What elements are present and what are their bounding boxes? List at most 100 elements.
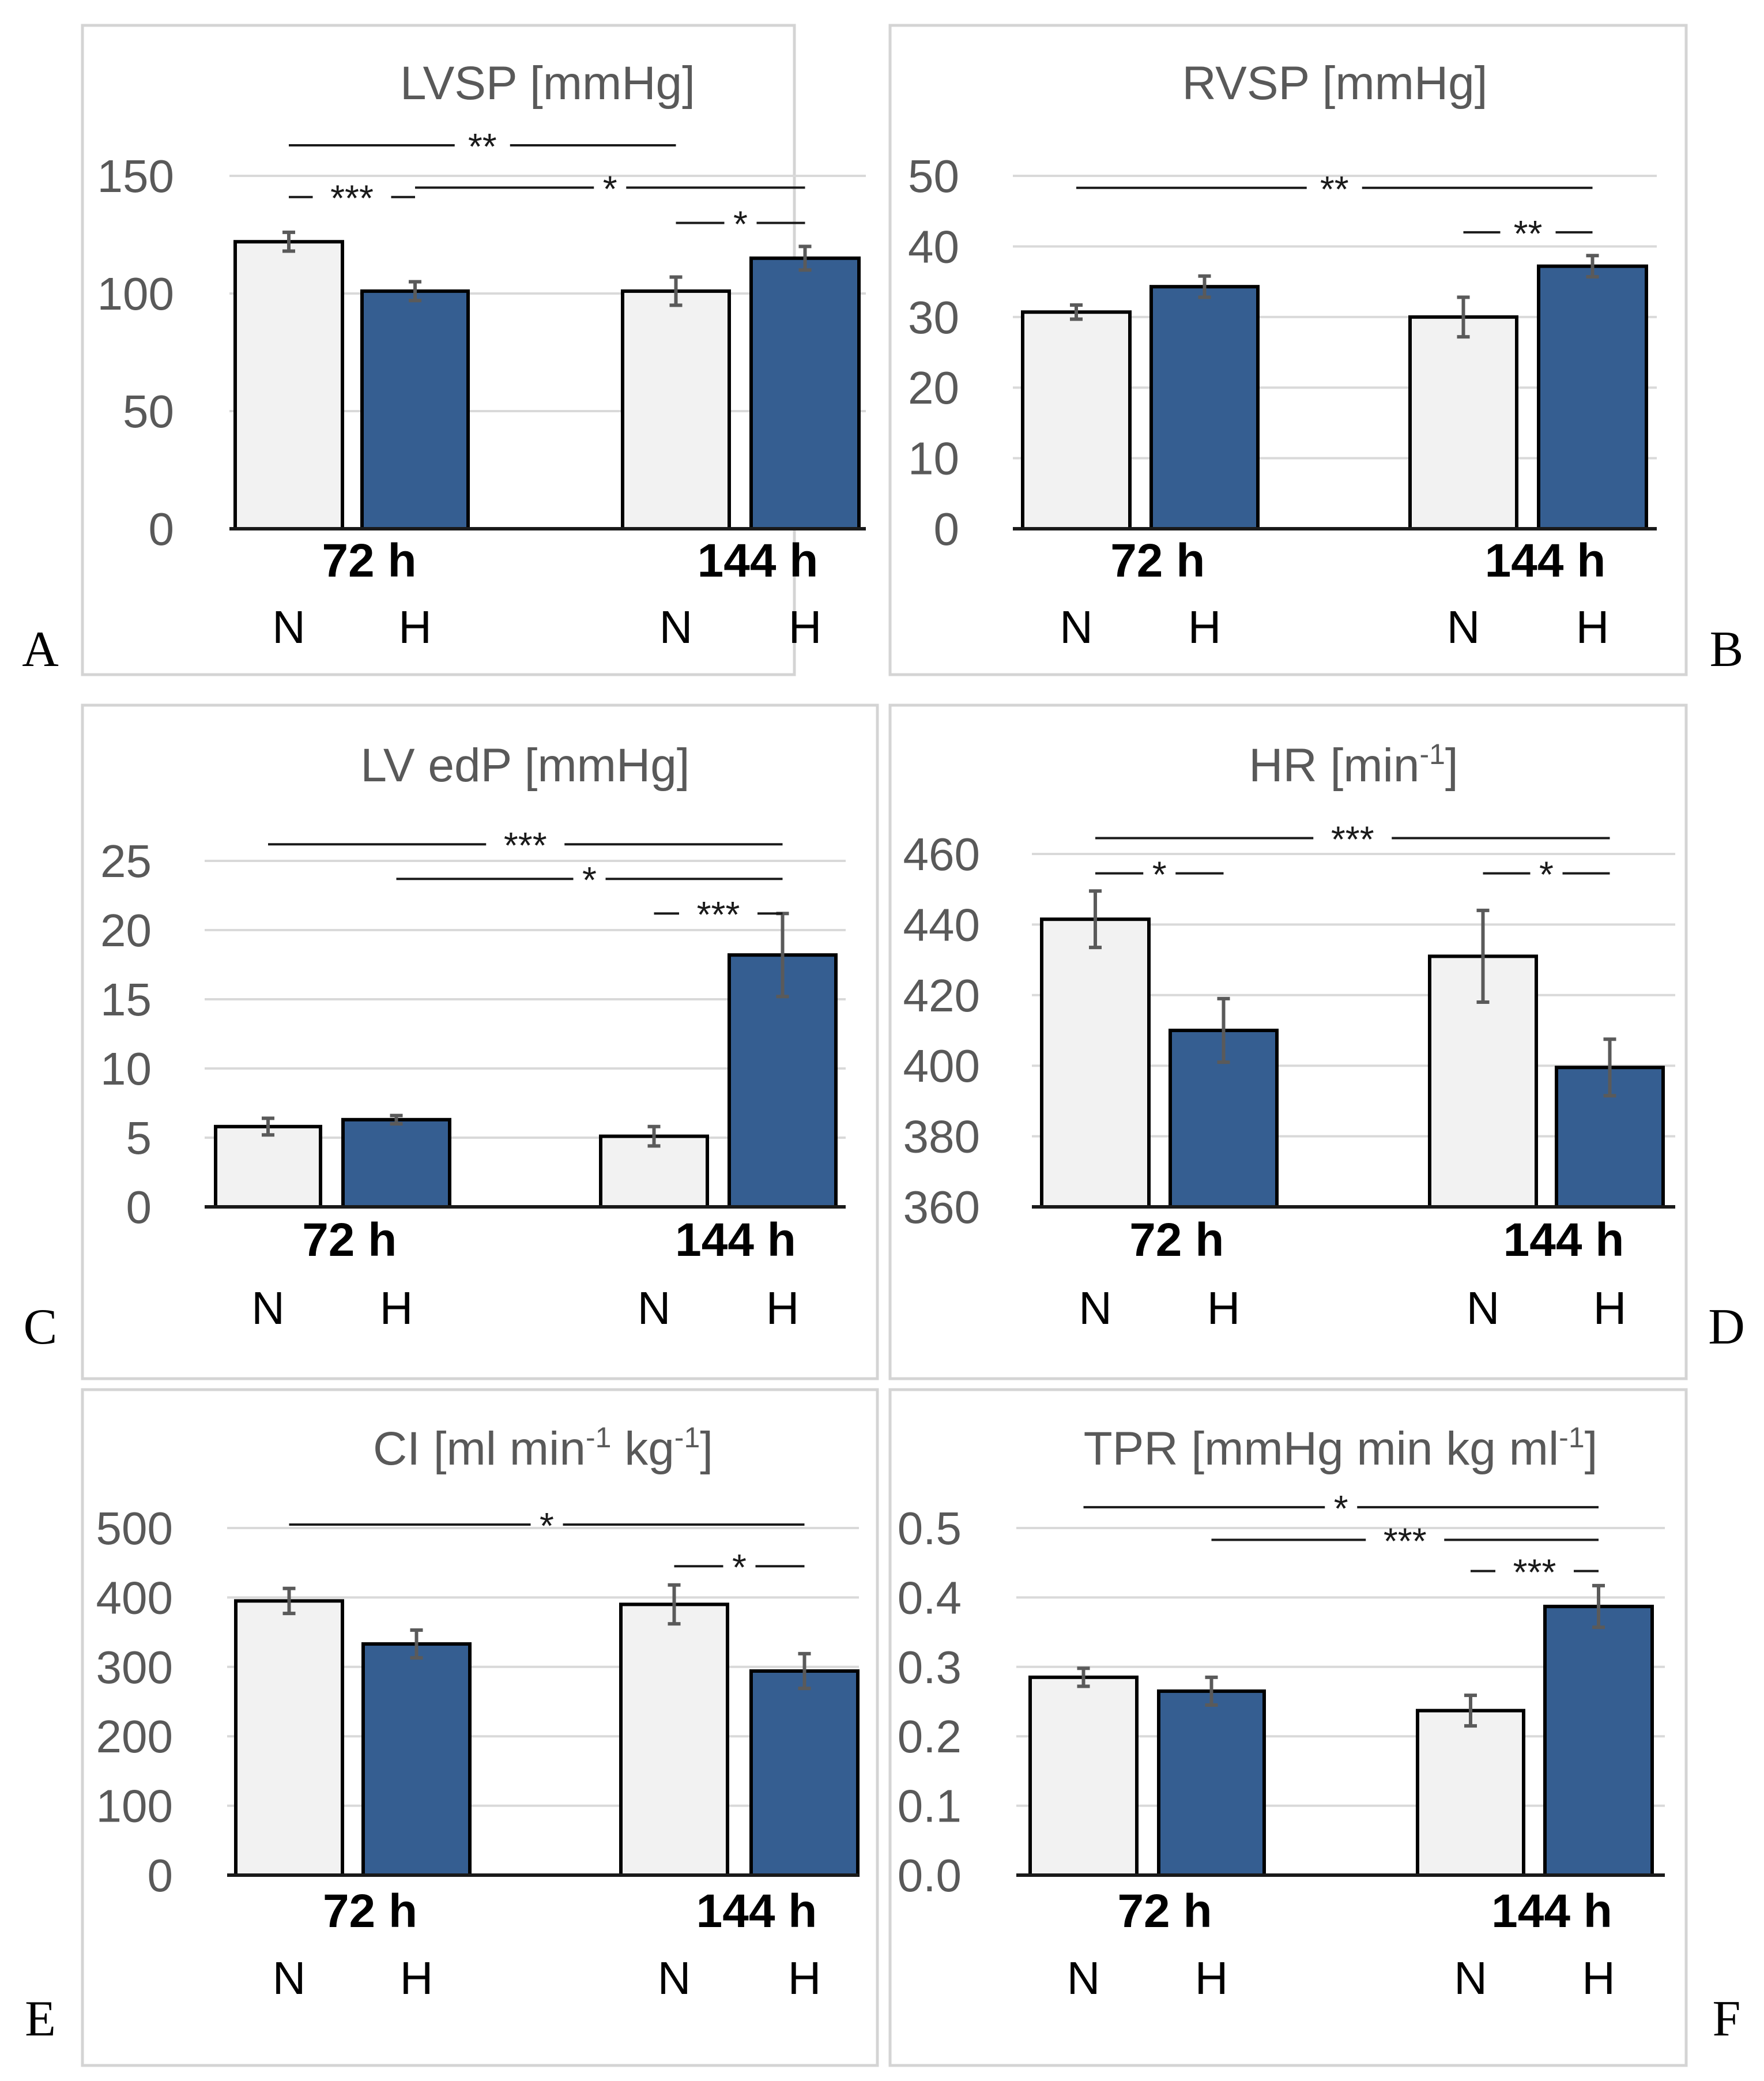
significance-label: *** xyxy=(504,825,547,866)
y-tick-label: 0.4 xyxy=(898,1572,962,1623)
bar-72h-N xyxy=(1028,1675,1139,1877)
bar-72h-H xyxy=(1149,285,1260,530)
chart-panel-e: CI [ml min-1 kg-1] 0 100 200 300 400 500 * * 72 h… xyxy=(25,1388,879,2067)
y-tick-label: 50 xyxy=(123,386,174,437)
y-tick-label: 0.5 xyxy=(898,1503,962,1554)
y-tick-label: 50 xyxy=(908,150,959,202)
bar-144h-H xyxy=(749,1669,860,1877)
group-label: 72 h xyxy=(1110,535,1205,587)
chart-title: LV edP [mmHg] xyxy=(360,739,689,792)
bar-72h-N xyxy=(234,1599,344,1877)
condition-label: H xyxy=(1576,601,1610,653)
y-tick-label: 420 xyxy=(903,970,980,1021)
bar-144h-N xyxy=(599,1134,709,1209)
y-tick-label: 100 xyxy=(97,268,174,319)
condition-label: H xyxy=(789,601,822,653)
condition-label: H xyxy=(1207,1282,1241,1334)
condition-label: H xyxy=(398,601,432,653)
bar-144h-N xyxy=(1408,315,1518,530)
y-tick-label: 360 xyxy=(903,1181,980,1233)
significance-label: ** xyxy=(1514,213,1543,254)
y-tick-label: 460 xyxy=(903,829,980,880)
panel-letter: C xyxy=(24,1299,58,1355)
y-tick-label: 10 xyxy=(100,1043,152,1094)
bar-72h-N xyxy=(1021,310,1132,530)
condition-label: H xyxy=(400,1952,434,2004)
bar-144h-H xyxy=(1543,1605,1654,1877)
bar-72h-N xyxy=(1040,917,1151,1209)
group-label: 144 h xyxy=(1491,1885,1612,1937)
condition-label: N xyxy=(1467,1282,1500,1334)
significance-label: * xyxy=(1152,854,1167,895)
y-tick-label: 400 xyxy=(903,1040,980,1092)
significance-label: * xyxy=(582,859,597,901)
condition-label: H xyxy=(766,1282,800,1334)
panel-letter: D xyxy=(1708,1299,1745,1355)
bar-144h-H xyxy=(1537,264,1648,530)
bar-72h-H xyxy=(360,289,470,530)
significance-label: *** xyxy=(1331,818,1374,860)
condition-label: N xyxy=(1067,1952,1100,2004)
y-tick-label: 25 xyxy=(100,836,152,887)
bar-72h-N xyxy=(214,1124,322,1209)
y-tick-label: 0.1 xyxy=(898,1781,962,1832)
condition-label: H xyxy=(1582,1952,1615,2004)
y-tick-label: 300 xyxy=(96,1642,173,1693)
panel-frame xyxy=(81,1388,879,2067)
y-tick-label: 150 xyxy=(97,150,174,202)
significance-label: *** xyxy=(697,894,740,935)
condition-label: H xyxy=(1188,601,1222,653)
condition-label: N xyxy=(273,1952,306,2004)
bar-72h-H xyxy=(341,1117,451,1209)
y-tick-label: 0.3 xyxy=(898,1642,962,1693)
condition-label: N xyxy=(272,601,306,653)
y-tick-label: 0.0 xyxy=(898,1850,962,1901)
y-tick-label: 200 xyxy=(96,1711,173,1762)
condition-label: N xyxy=(659,601,693,653)
y-tick-label: 5 xyxy=(126,1112,152,1164)
bar-144h-N xyxy=(619,1602,729,1877)
y-tick-label: 15 xyxy=(100,974,152,1025)
group-label: 144 h xyxy=(698,535,819,587)
bar-144h-N xyxy=(621,289,731,530)
chart-title: HR [min-1] xyxy=(1249,738,1458,792)
y-tick-label: 0.2 xyxy=(898,1711,962,1762)
condition-label: H xyxy=(1593,1282,1627,1334)
condition-label: H xyxy=(380,1282,413,1334)
chart-title: CI [ml min-1 kg-1] xyxy=(373,1421,713,1475)
panel-frame xyxy=(888,703,1688,1380)
y-tick-label: 400 xyxy=(96,1572,173,1623)
bar-72h-H xyxy=(1157,1689,1266,1877)
y-tick-label: 0 xyxy=(934,503,960,555)
condition-label: N xyxy=(638,1282,671,1334)
significance-label: ** xyxy=(468,126,497,167)
bar-72h-N xyxy=(233,240,344,530)
group-label: 144 h xyxy=(1485,535,1606,587)
condition-label: H xyxy=(788,1952,821,2004)
bar-144h-N xyxy=(1416,1709,1525,1877)
panel-letter: E xyxy=(25,1991,56,2047)
significance-label: *** xyxy=(330,178,374,219)
y-tick-label: 0 xyxy=(149,503,175,555)
significance-label: * xyxy=(733,204,748,245)
y-tick-label: 100 xyxy=(96,1781,173,1832)
chart-title: RVSP [mmHg] xyxy=(1182,57,1487,110)
chart-title: TPR [mmHg min kg ml-1] xyxy=(1084,1421,1598,1475)
y-tick-label: 20 xyxy=(100,905,152,956)
group-label: 72 h xyxy=(323,1885,417,1937)
y-tick-label: 380 xyxy=(903,1111,980,1162)
significance-label: * xyxy=(1539,854,1554,895)
significance-label: * xyxy=(732,1546,747,1588)
group-label: 144 h xyxy=(696,1885,817,1937)
y-tick-label: 0 xyxy=(148,1850,174,1901)
group-label: 72 h xyxy=(1117,1885,1212,1937)
group-label: 144 h xyxy=(675,1214,796,1266)
significance-label: *** xyxy=(1513,1552,1556,1593)
condition-label: N xyxy=(1447,601,1480,653)
condition-label: N xyxy=(1060,601,1093,653)
significance-label: * xyxy=(603,168,617,209)
